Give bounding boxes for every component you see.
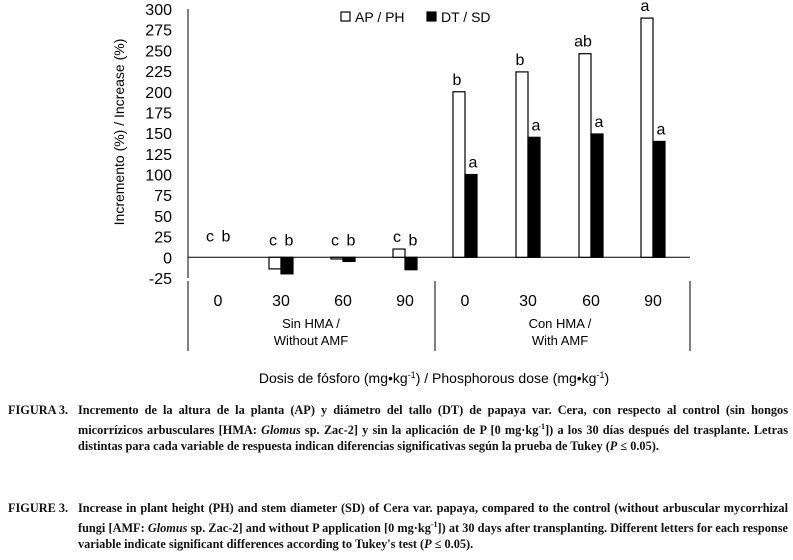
y-axis-label: Incremento (%) / Increase (%) [111, 39, 127, 226]
group-label: With AMF [532, 333, 588, 348]
x-axis-label-part: ) / Phosphorous dose (mg•kg [416, 370, 597, 386]
bar-ap-ph [515, 71, 529, 258]
x-tick-label: 90 [644, 293, 662, 310]
x-tick-label: 60 [582, 293, 600, 310]
caption-sup: -1 [538, 421, 546, 431]
caption-part: sp. Zac-2] y sin la aplicación de P [0 m… [300, 422, 539, 437]
x-tick-label: 90 [396, 293, 414, 310]
x-tick-label: 0 [214, 293, 223, 310]
caption-label: FIGURE 3. [8, 501, 69, 515]
group-label: Con HMA / [529, 316, 592, 331]
significance-letter: b [516, 52, 525, 69]
significance-letter: c [331, 232, 339, 249]
significance-letter: b [453, 72, 462, 89]
y-tick-label: 200 [145, 85, 172, 102]
bars [268, 17, 666, 275]
x-tick-label: 0 [461, 293, 470, 310]
x-axis-label-sup: -1 [408, 370, 416, 380]
x-tick-label: 30 [519, 293, 537, 310]
bar-dt-sd [527, 136, 541, 258]
bar-ap-ph [578, 53, 592, 258]
significance-letter: a [641, 0, 650, 15]
y-tick-label: -25 [149, 271, 172, 288]
legend-swatch [426, 11, 437, 22]
caption-part: sp. Zac-2] and without P application [0 … [187, 520, 431, 535]
significance-letter: ab [574, 34, 592, 51]
caption-part: ≤ 0.05). [617, 439, 659, 454]
caption-italic: Glomus [261, 422, 301, 437]
bar-ap-ph [392, 248, 406, 258]
caption-english: FIGURE 3. Increase in plant height (PH) … [8, 500, 788, 553]
group-label: Sin HMA / [282, 316, 340, 331]
caption-text: Increase in plant height (PH) and stem d… [78, 500, 788, 553]
caption-part: Incremento de la altura de la planta (AP… [78, 403, 788, 437]
caption-part: ]) a los 30 días después del trasplante.… [78, 422, 788, 454]
caption-italic: P [424, 537, 432, 552]
group-label: Without AMF [274, 333, 348, 348]
y-axis: -25 0 25 50 75 100 125 150 175 200 225 250 275 300 [145, 2, 690, 288]
legend-label: DT / SD [441, 9, 491, 25]
y-tick-label: 0 [163, 250, 172, 267]
significance-letter: b [285, 232, 294, 249]
bar-ap-ph [452, 91, 466, 258]
x-axis-label-part: Dosis de fósforo (mg•kg [259, 370, 408, 386]
bar-dt-sd [464, 173, 478, 258]
significance-letter: a [657, 121, 666, 138]
significance-letter: b [222, 228, 231, 245]
significance-letter: b [347, 232, 356, 249]
significance-letter: a [469, 155, 478, 172]
x-axis-label: Dosis de fósforo (mg•kg-1) / Phosphorous… [259, 370, 609, 386]
y-tick-label: 300 [145, 2, 172, 19]
x-tick-label: 60 [334, 293, 352, 310]
bar-dt-sd [280, 256, 294, 275]
legend-swatch [340, 11, 351, 22]
x-tick-label: 30 [272, 293, 290, 310]
caption-italic: P [609, 439, 618, 454]
caption-part: ≤ 0.05). [431, 537, 474, 552]
caption-part: Increase in plant height (PH) and stem d… [78, 501, 788, 535]
y-tick-label: 100 [145, 168, 172, 185]
y-tick-label: 25 [154, 230, 172, 247]
bar-dt-sd [342, 256, 356, 263]
caption-spanish: FIGURA 3. Incremento de la altura de la … [8, 402, 788, 455]
caption-sup: -1 [430, 519, 438, 529]
significance-letter: a [532, 117, 541, 134]
x-axis-label-part: ) [605, 370, 610, 386]
bar-dt-sd [404, 256, 418, 271]
x-axis-label-sup: -1 [596, 370, 604, 380]
y-tick-label: 125 [145, 147, 172, 164]
y-tick-label: 75 [154, 188, 172, 205]
caption-part: ]) at 30 days after transplanting. Diffe… [78, 520, 788, 552]
significance-letter: c [393, 229, 401, 246]
legend-label: AP / PH [355, 9, 405, 25]
significance-letter: b [409, 232, 418, 249]
y-tick-label: 50 [154, 209, 172, 226]
x-axis: 0 30 60 90 0 30 60 90 Sin HMA / Without AMF Con HM… [187, 281, 691, 351]
y-tick-label: 175 [145, 105, 172, 122]
significance-letter: c [206, 228, 214, 245]
bar-ap-ph [640, 17, 654, 258]
bar-dt-sd [590, 133, 604, 258]
y-tick-label: 150 [145, 126, 172, 143]
legend: AP / PH DT / SD [340, 9, 491, 25]
y-tick-label: 250 [145, 43, 172, 60]
caption-label: FIGURA 3. [8, 403, 69, 417]
significance-letter: c [269, 232, 277, 249]
caption-text: Incremento de la altura de la planta (AP… [78, 402, 788, 455]
y-tick-label: 275 [145, 23, 172, 40]
y-tick-label: 225 [145, 64, 172, 81]
bar-ap-ph [330, 256, 344, 260]
bar-ap-ph [268, 256, 282, 270]
bar-dt-sd [652, 140, 666, 258]
significance-letter: a [595, 114, 604, 131]
caption-italic: Glomus [147, 520, 188, 535]
